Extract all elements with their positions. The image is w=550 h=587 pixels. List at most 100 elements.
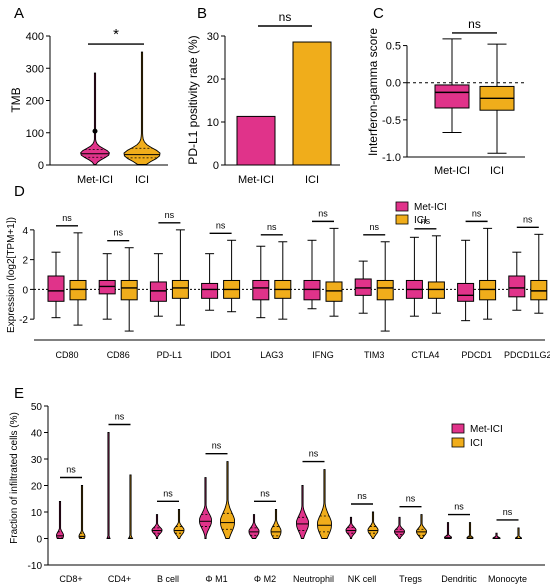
box-iqr <box>47 275 65 302</box>
panelD-x-label-CD80: CD80 <box>55 350 78 360</box>
panelB-sig-label: ns <box>279 10 292 24</box>
panelE-y-tick-label: 10 <box>31 508 43 519</box>
panelB-y-tick-label: 30 <box>207 31 219 43</box>
box-iqr <box>457 282 475 302</box>
violin-body <box>127 474 134 539</box>
panelE-violin-Monocyte-Met-ICI <box>492 532 501 539</box>
panelA-y-tick-label: 400 <box>26 31 44 43</box>
violin-body <box>56 500 64 539</box>
panelE-sig-Monocyte-label: ns <box>503 507 513 517</box>
panelC-y-tick-label: 0.0 <box>386 78 401 90</box>
box-iqr <box>120 279 138 301</box>
panelE-violin-NK cell-Met-ICI <box>345 516 357 539</box>
panelA-y-tick-label: 100 <box>26 128 44 140</box>
panelD-box-TIM3-ICI <box>376 241 394 332</box>
panelC-y-tick-label: -0.5 <box>382 115 401 127</box>
panelE-legend-swatch-ici <box>451 437 465 448</box>
box-iqr <box>69 279 87 301</box>
box-iqr <box>354 278 372 296</box>
panelE-violin-Φ M2-Met-ICI <box>248 514 260 539</box>
violin-body <box>466 522 474 539</box>
panelE-violin-B cell-Met-ICI <box>151 514 163 539</box>
panelE-x-label-Monocyte: Monocyte <box>488 574 527 584</box>
panelE-sig-B cell-label: ns <box>163 488 173 498</box>
panelA-sig-label: * <box>113 26 119 43</box>
panelA-y-tick-label: 0 <box>38 160 44 172</box>
panelD-box-CTLA4-ICI <box>427 235 445 314</box>
violin-body <box>106 432 111 539</box>
panelE-sig-Φ M1-label: ns <box>212 441 222 451</box>
panelD-sig-PDCD1-label: ns <box>472 208 482 218</box>
panelE-y-tick-label: 0 <box>36 535 42 546</box>
violin-body <box>173 508 185 539</box>
violin-body <box>492 532 501 539</box>
panelE-sig-NK cell-label: ns <box>357 491 367 501</box>
panelA-violin-ICI <box>123 51 161 165</box>
panelD-box-CTLA4-Met-ICI <box>405 236 423 317</box>
panelE-violin-Φ M1-ICI <box>220 461 235 539</box>
panelE-x-label-Neutrophil: Neutrophil <box>293 574 334 584</box>
panelA-violin-Met-ICI <box>80 72 110 165</box>
panelE-legend-label-metici: Met-ICI <box>470 424 503 435</box>
violin-body <box>394 516 405 539</box>
box-iqr <box>508 275 526 298</box>
violin-body <box>515 527 522 539</box>
panelC-box-Met-ICI <box>434 38 470 133</box>
panelE-violin-Φ M1-Met-ICI <box>199 477 212 539</box>
panelC-y-tick-label: 0.5 <box>386 41 401 53</box>
panelD-box-CD86-ICI <box>120 247 138 332</box>
panelD-y-tick-label: 0 <box>22 285 28 296</box>
panelE-y-tick-label: 20 <box>31 482 43 493</box>
panel-letter-D: D <box>14 183 25 200</box>
panelD-box-PDCD1LG2-ICI <box>530 233 548 314</box>
violin-body <box>151 514 163 539</box>
panelD-box-LAG3-ICI <box>274 241 292 320</box>
box-iqr <box>530 279 548 301</box>
panel-letter-B: B <box>197 5 207 22</box>
box-iqr <box>149 281 167 302</box>
box-iqr <box>325 281 343 302</box>
box-iqr <box>434 84 470 109</box>
panelD-box-IDO1-Met-ICI <box>201 253 219 311</box>
panelB-x-label-Met-ICI: Met-ICI <box>238 174 274 186</box>
panelD-x-label-IDO1: IDO1 <box>210 350 231 360</box>
panelE-violin-CD8+-Met-ICI <box>56 500 64 539</box>
panelD-x-label-CTLA4: CTLA4 <box>411 350 439 360</box>
panelD-sig-IFNG-label: ns <box>318 208 328 218</box>
panelE-violin-CD4+-ICI <box>127 474 134 539</box>
violin-body <box>123 51 161 165</box>
box-iqr <box>427 281 445 299</box>
panelD-y-tick-label: -2 <box>19 315 28 326</box>
panelD-box-LAG3-Met-ICI <box>252 245 270 319</box>
panelA-y-tick-label: 200 <box>26 96 44 108</box>
panelD-x-label-TIM3: TIM3 <box>364 350 385 360</box>
violin-body <box>270 508 282 539</box>
panelE-x-label-Tregs: Tregs <box>399 574 422 584</box>
violin-body <box>199 477 212 539</box>
panelE-x-label-Φ M1: Φ M1 <box>205 574 227 584</box>
panelD-box-CD86-Met-ICI <box>98 253 116 320</box>
panelD-y-tick-label: 4 <box>22 226 28 237</box>
panelC-sig-label: ns <box>468 17 481 31</box>
panelC-box-ICI <box>479 43 515 154</box>
panelE-sig-CD8+-label: ns <box>66 465 76 475</box>
violin-body <box>317 469 332 539</box>
panelD-sig-CTLA4-label: ns <box>421 216 431 226</box>
panelE-sig-Neutrophil-label: ns <box>309 449 319 459</box>
panelD-x-label-CD86: CD86 <box>107 350 130 360</box>
panelE-violin-Φ M2-ICI <box>270 508 282 539</box>
panelD-y-label: Expression (log2[TPM+1]) <box>6 217 17 333</box>
panelE-violin-Dendritic-Met-ICI <box>444 522 452 539</box>
panelD-box-IDO1-ICI <box>223 239 241 313</box>
panelE-violin-Dendritic-ICI <box>466 522 474 539</box>
panelD-box-PD-L1-Met-ICI <box>149 253 167 317</box>
panelE-y-label: Fraction of infiltrated cells (%) <box>9 412 20 544</box>
panelD-box-TIM3-Met-ICI <box>354 260 372 314</box>
panelD-x-label-PDCD1LG2: PDCD1LG2 <box>504 350 550 360</box>
panelD-sig-TIM3-label: ns <box>369 222 379 232</box>
panelE-x-label-NK cell: NK cell <box>348 574 377 584</box>
panelD-x-label-LAG3: LAG3 <box>260 350 283 360</box>
panelE-y-tick-label: 30 <box>31 455 43 466</box>
box-iqr <box>98 279 116 295</box>
panelB-bar-ICI <box>292 41 332 166</box>
